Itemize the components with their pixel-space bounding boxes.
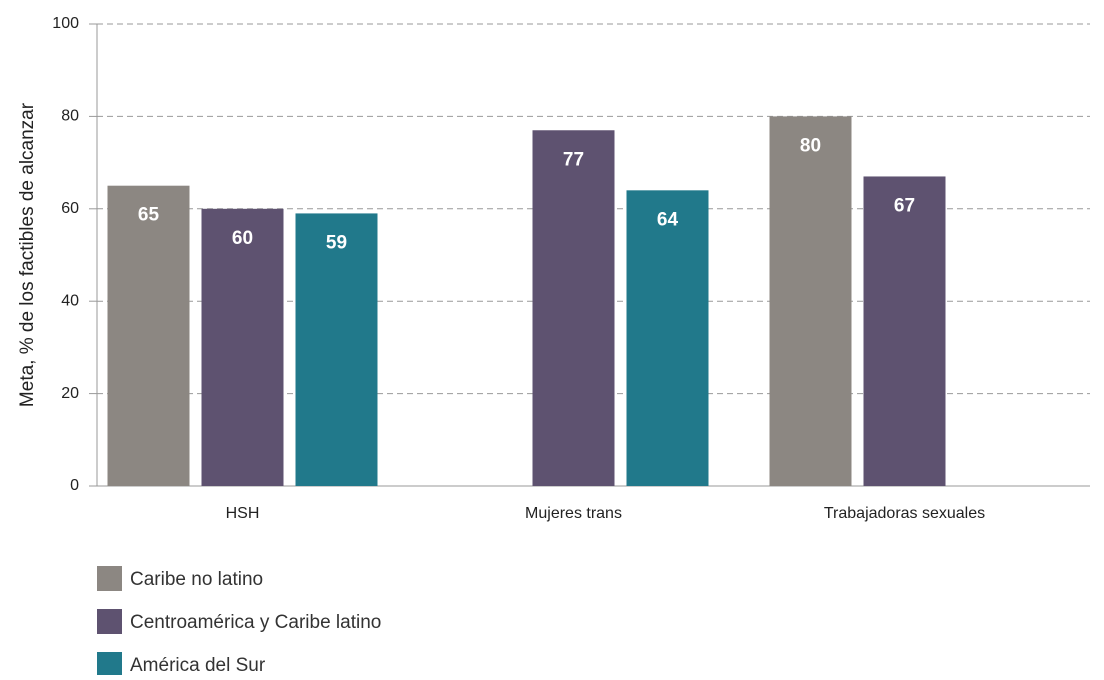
bar	[863, 176, 946, 486]
bar	[769, 116, 852, 487]
value-label: 65	[138, 205, 160, 226]
bar	[107, 185, 190, 486]
y-tick-label: 100	[52, 15, 79, 32]
bar	[532, 130, 615, 486]
legend-label: América del Sur	[130, 655, 266, 675]
bar	[295, 213, 378, 487]
value-label: 60	[232, 228, 253, 249]
legend-swatch	[97, 566, 122, 591]
y-tick-label: 20	[61, 385, 79, 402]
legend-swatch	[97, 652, 122, 677]
y-tick-label: 40	[61, 292, 79, 309]
bar	[201, 208, 284, 487]
value-label: 67	[894, 195, 915, 216]
bar	[626, 190, 709, 486]
y-tick-label: 60	[61, 200, 79, 217]
y-axis-label: Meta, % de los factibles de alcanzar	[17, 102, 38, 407]
value-label: 77	[563, 149, 584, 170]
value-label: 80	[800, 135, 821, 156]
legend-label: Caribe no latino	[130, 569, 263, 590]
legend-swatch	[97, 609, 122, 634]
x-tick-label: Mujeres trans	[525, 505, 622, 522]
y-tick-label: 80	[61, 108, 79, 125]
x-tick-label: Trabajadoras sexuales	[824, 505, 985, 522]
legend-label: Centroamérica y Caribe latino	[130, 612, 381, 633]
y-tick-label: 0	[70, 477, 79, 494]
x-tick-label: HSH	[226, 505, 260, 522]
value-label: 59	[326, 232, 347, 253]
value-label: 64	[657, 209, 679, 230]
